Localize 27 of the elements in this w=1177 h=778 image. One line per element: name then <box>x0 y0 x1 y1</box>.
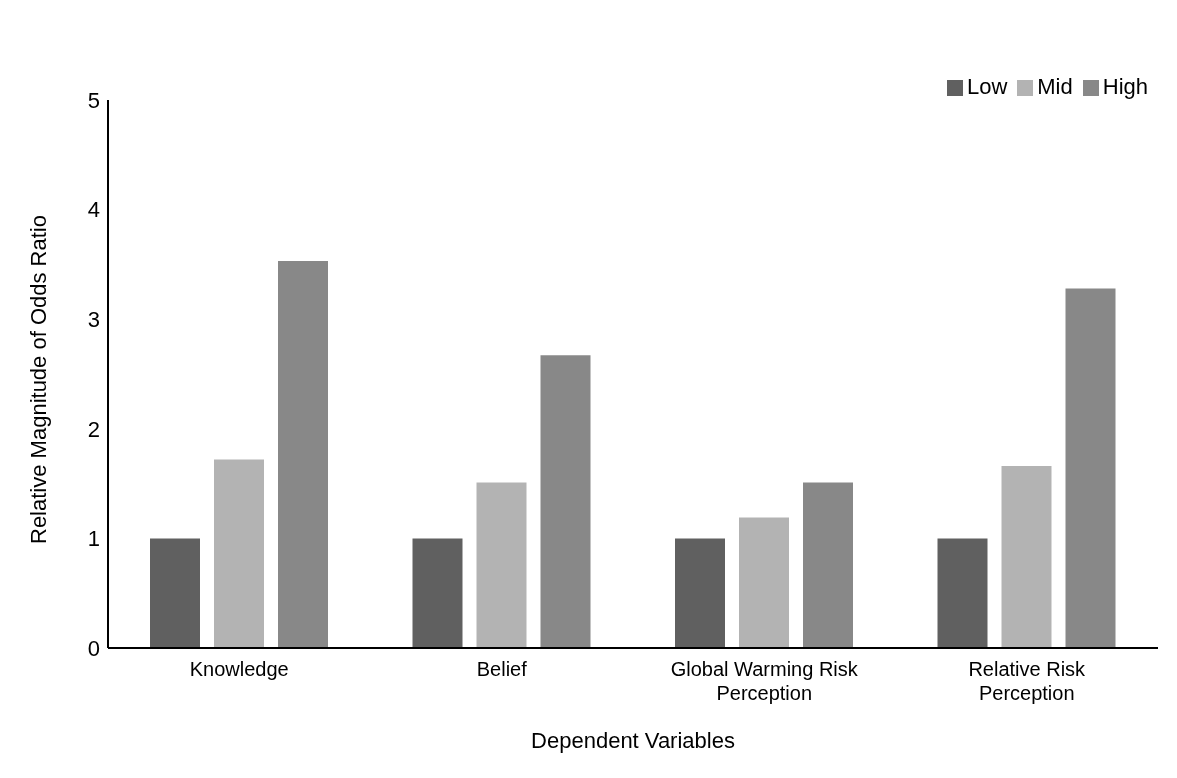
y-tick-label: 2 <box>87 416 100 442</box>
y-tick-label: 0 <box>87 635 100 661</box>
x-tick-label: Relative Risk Perception <box>968 658 1087 704</box>
bar <box>739 517 789 648</box>
y-tick-label: 4 <box>87 197 100 223</box>
legend-label: High <box>1102 74 1148 99</box>
x-axis-title: Dependent Variables <box>531 728 735 753</box>
bar <box>803 482 853 648</box>
y-tick-label: 1 <box>87 526 100 552</box>
bar <box>214 459 264 648</box>
bar <box>540 355 591 648</box>
bar <box>412 538 463 648</box>
x-tick-label: Global Warming Risk Perception <box>670 658 859 704</box>
y-axis-title: Relative Magnitude of Odds Ratio <box>25 215 51 544</box>
y-tick-label: 3 <box>87 307 100 333</box>
y-tick-label: 5 <box>87 87 100 113</box>
bar <box>150 538 200 648</box>
x-tick-label: Knowledge <box>189 658 289 680</box>
bar <box>675 538 725 648</box>
bar <box>476 482 527 648</box>
legend-label: Mid <box>1037 74 1073 99</box>
bar <box>1001 466 1052 648</box>
bar <box>1065 288 1116 648</box>
legend-label: Low <box>966 74 1008 99</box>
bar <box>278 261 328 648</box>
bar <box>937 538 988 648</box>
x-tick-label: Belief <box>476 658 528 680</box>
